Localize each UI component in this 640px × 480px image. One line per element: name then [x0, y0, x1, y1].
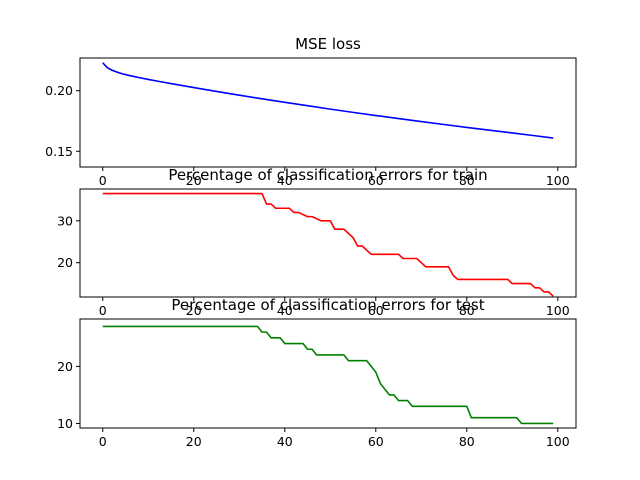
x-tick-label: 0 — [99, 434, 107, 449]
x-tick-label: 40 — [277, 434, 293, 449]
x-tick-label: 20 — [186, 173, 202, 188]
chart-title: Percentage of classification errors for … — [168, 166, 487, 184]
x-tick-label: 60 — [368, 173, 384, 188]
axes-frame — [79, 188, 577, 298]
x-tick-label: 80 — [459, 303, 475, 318]
y-tick-label: 10 — [57, 416, 73, 431]
x-tick-label: 100 — [546, 173, 570, 188]
x-tick-label: 40 — [277, 173, 293, 188]
y-tick-label: 30 — [57, 213, 73, 228]
x-tick-label: 80 — [459, 173, 475, 188]
x-tick-label: 0 — [99, 173, 107, 188]
test-error-subplot: 0 20 40 60 80 100 10 20 Percentage of classific… — [57, 296, 577, 449]
x-tick-label: 20 — [186, 303, 202, 318]
train-error-subplot: 0 20 40 60 80 100 20 30 Percentage of classific… — [57, 166, 577, 318]
y-tick-label: 20 — [57, 255, 73, 270]
mse-loss-subplot: 0 20 40 60 80 100 0.15 0.20 MSE loss — [45, 35, 577, 188]
x-tick-label: 20 — [186, 434, 202, 449]
tick-labels: 0 20 40 60 80 100 0.15 0.20 — [45, 83, 570, 188]
x-tick-label: 60 — [368, 434, 384, 449]
series-line — [102, 62, 554, 139]
y-tick-label: 20 — [57, 359, 73, 374]
tick-labels: 0 20 40 60 80 100 10 20 — [57, 359, 570, 449]
chart-title: Percentage of classification errors for … — [171, 296, 484, 314]
x-tick-label: 100 — [546, 303, 570, 318]
axes-frame — [79, 57, 577, 168]
tick-labels: 0 20 40 60 80 100 20 30 — [57, 213, 570, 318]
axes-frame — [79, 318, 577, 429]
chart-title: MSE loss — [295, 35, 361, 53]
x-tick-label: 80 — [459, 434, 475, 449]
series-line — [102, 325, 554, 425]
x-tick-label: 0 — [99, 303, 107, 318]
x-tick-label: 100 — [546, 434, 570, 449]
series-line — [102, 192, 554, 297]
x-tick-label: 60 — [368, 303, 384, 318]
x-tick-label: 40 — [277, 303, 293, 318]
y-tick-label: 0.20 — [45, 83, 73, 98]
y-tick-label: 0.15 — [45, 144, 73, 159]
